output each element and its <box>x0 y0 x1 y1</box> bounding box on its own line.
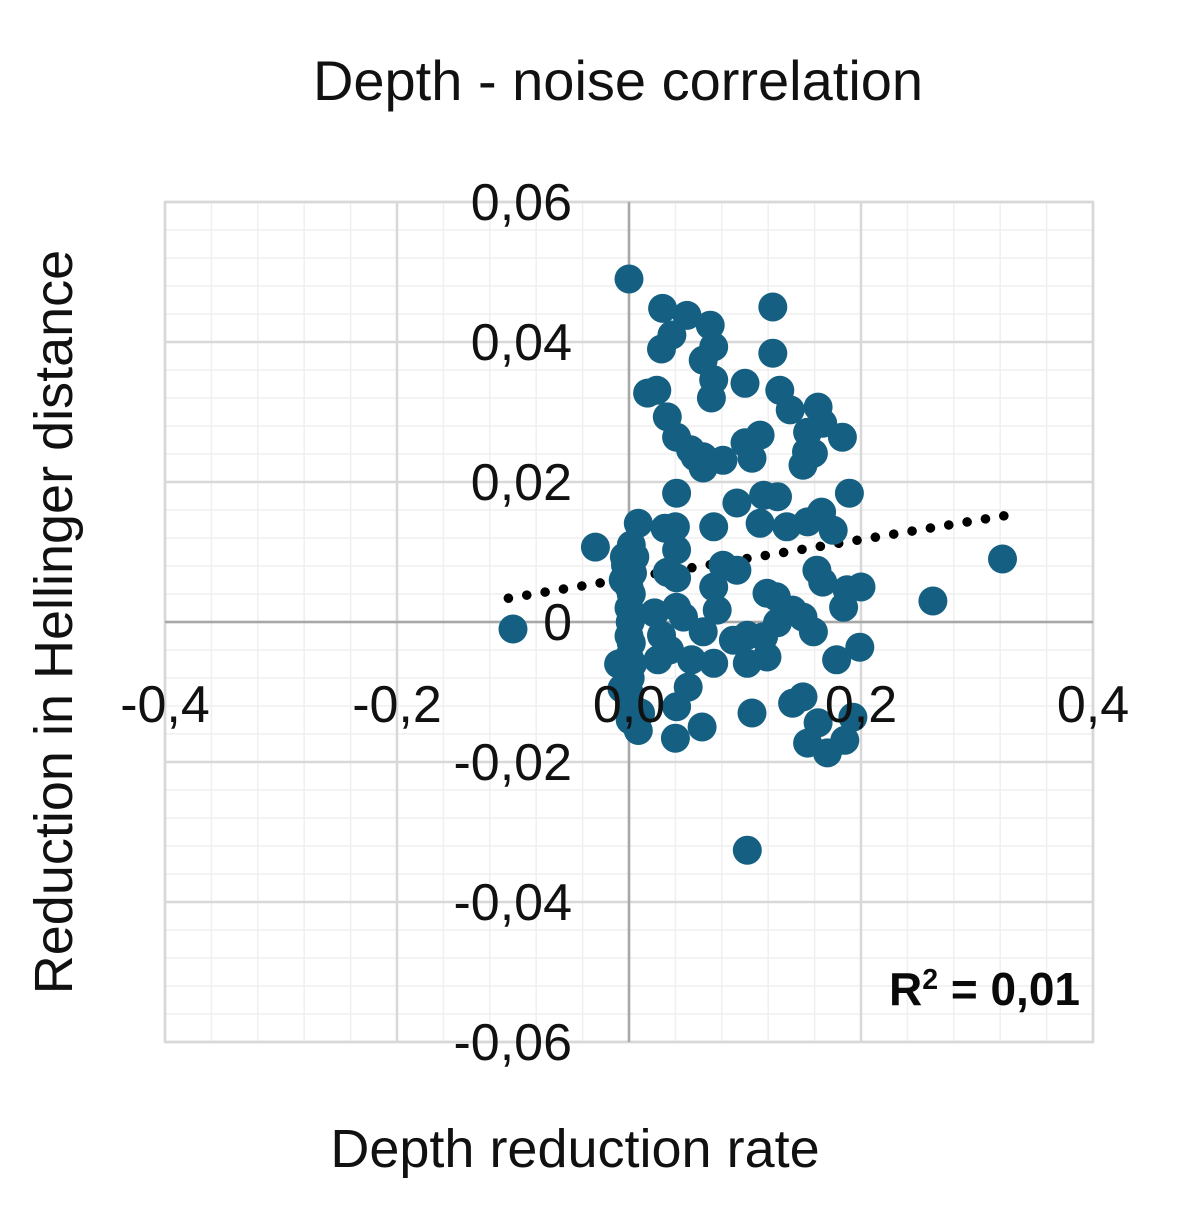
x-tick-labels: -0,4 -0,2 0,0 0,2 0,4 <box>120 676 1129 734</box>
scatter-point <box>918 586 948 616</box>
y-axis-tick-label: -0,04 <box>453 874 572 932</box>
x-axis-tick-label: 0,4 <box>1057 676 1129 734</box>
scatter-point <box>722 488 752 518</box>
scatter-point <box>648 293 678 323</box>
scatter-point <box>708 445 738 475</box>
y-axis-tick-label: 0,02 <box>471 454 572 512</box>
scatter-point <box>580 532 610 562</box>
scatter-point <box>792 437 821 467</box>
scatter-point <box>822 645 852 675</box>
scatter-point <box>827 422 857 452</box>
scatter-point <box>695 310 725 340</box>
scatter-point <box>752 642 782 672</box>
scatter-point <box>838 702 868 732</box>
scatter-point <box>640 598 669 628</box>
y-axis-tick-label: -0,02 <box>453 734 572 792</box>
y-axis-tick-label: 0 <box>543 594 572 652</box>
y-axis-tick-label: -0,06 <box>453 1014 572 1072</box>
scatter-point <box>808 567 838 597</box>
data-points <box>498 264 1017 865</box>
scatter-point <box>687 712 717 742</box>
scatter-point <box>680 442 710 472</box>
scatter-point <box>699 648 729 678</box>
chart-title: Depth - noise correlation <box>312 49 924 112</box>
scatter-point <box>626 698 656 728</box>
y-axis-tick-label: 0,06 <box>471 174 572 232</box>
scatter-point <box>988 544 1017 574</box>
r-squared-value: = 0,01 <box>938 963 1080 1015</box>
r-squared-exponent: 2 <box>922 964 939 997</box>
trendline <box>503 510 1015 603</box>
scatter-point <box>662 478 692 508</box>
y-axis-title: Reduction in Hellinger distance <box>24 249 84 995</box>
scatter-point <box>702 595 732 625</box>
y-tick-labels: -0,06 -0,04 -0,02 0 0,02 0,04 0,06 <box>453 174 572 1072</box>
scatter-point <box>662 692 692 722</box>
scatter-point <box>696 383 726 413</box>
scatter-point <box>699 512 729 542</box>
scatter-point <box>846 572 876 602</box>
scatter-point <box>788 682 818 712</box>
scatter-point <box>758 338 788 368</box>
scatter-point <box>737 443 767 473</box>
scatter-point <box>732 835 762 865</box>
r-squared-base: R <box>888 963 923 1015</box>
scatter-point <box>829 592 859 622</box>
scatter-point <box>688 617 718 647</box>
scatter-point <box>830 725 860 755</box>
scatter-point <box>660 723 690 753</box>
scatter-point <box>677 645 707 675</box>
scatter-point <box>633 378 663 408</box>
scatter-point <box>763 482 792 512</box>
scatter-point <box>834 478 864 508</box>
scatter-point <box>604 649 634 679</box>
scatter-point <box>730 368 760 398</box>
scatter-point <box>669 602 698 632</box>
scatter-point <box>652 557 682 587</box>
scatter-point <box>722 555 752 585</box>
scatter-point <box>609 542 639 572</box>
scatter-point <box>672 300 702 330</box>
scatter-point <box>650 513 680 543</box>
x-axis-tick-label: 0,0 <box>593 676 665 734</box>
scatter-point <box>607 674 637 703</box>
scatter-point <box>775 395 805 425</box>
scatter-point <box>662 535 692 565</box>
scatter-point <box>647 334 676 364</box>
scatter-point <box>745 420 775 450</box>
scatter-point <box>818 515 848 545</box>
scatter-point <box>699 572 729 602</box>
scatter-point <box>745 508 775 538</box>
scatter-point <box>643 645 673 675</box>
y-axis-tick-label: 0,04 <box>471 314 572 372</box>
scatter-point <box>608 565 638 595</box>
x-axis-title: Depth reduction rate <box>330 1119 820 1179</box>
scatter-point <box>845 632 875 662</box>
scatter-point <box>498 614 528 644</box>
x-axis-tick-label: -0,2 <box>352 676 442 734</box>
scatter-point <box>614 264 644 294</box>
scatter-point <box>758 292 788 322</box>
x-axis-tick-label: 0,2 <box>825 676 897 734</box>
scatter-point <box>798 617 828 647</box>
x-axis-tick-label: -0,4 <box>120 676 210 734</box>
scatter-point <box>737 698 767 728</box>
r-squared-annotation: R2 = 0,01 <box>835 962 1080 1016</box>
